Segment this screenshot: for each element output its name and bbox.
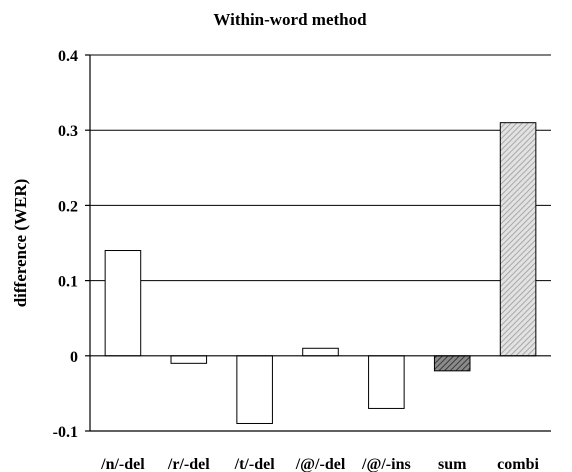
bar-sum	[433, 355, 471, 372]
chart-title: Within-word method	[213, 10, 367, 29]
y-axis-label: difference (WER)	[11, 179, 30, 308]
bar-n-del	[104, 250, 142, 357]
x-tick-label: combi	[497, 456, 539, 472]
axes	[85, 54, 551, 432]
bar-ins	[368, 355, 405, 409]
y-tick-label: 0.3	[58, 123, 78, 140]
x-tick-label: /@/-ins	[361, 456, 411, 472]
y-tick-label: 0.4	[58, 48, 78, 65]
x-tick-labels: /n/-del/r/-del/t/-del /@/-del /@/-ins sum co…	[100, 456, 539, 472]
x-tick-label: /@/-del	[295, 456, 346, 472]
bars	[104, 122, 537, 424]
bar-combi	[499, 122, 537, 357]
x-tick-label: /t/-del	[234, 456, 276, 472]
y-tick-labels: 0.4 0.3 0.2 0.1 0 -0.1	[53, 48, 78, 441]
x-tick-label: /r/-del	[167, 456, 210, 472]
bar-t-del	[236, 355, 273, 424]
bar-del	[302, 347, 339, 357]
y-tick-label: 0.2	[58, 198, 78, 215]
gridlines	[90, 54, 551, 282]
x-tick-label: sum	[438, 456, 467, 472]
bar-r-del	[170, 355, 208, 364]
y-tick-label: 0.1	[58, 274, 78, 291]
x-tick-label: /n/-del	[100, 456, 145, 472]
y-tick-label: -0.1	[53, 424, 78, 441]
y-tick-label: 0	[70, 349, 78, 366]
